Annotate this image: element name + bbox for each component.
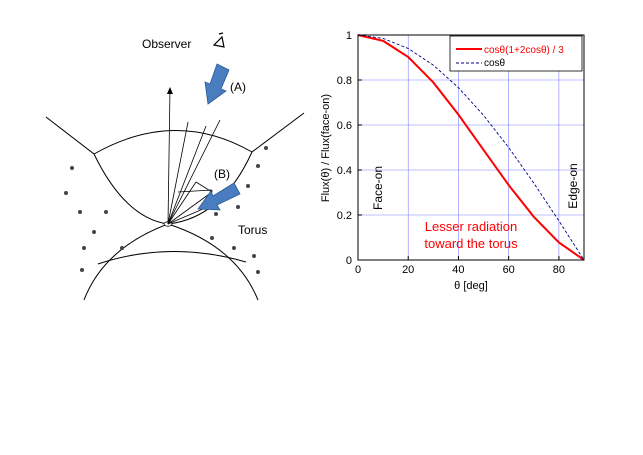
y-tick-label: 0.6 [337, 120, 352, 132]
y-tick-label: 1 [346, 30, 352, 42]
cloud-dot [64, 191, 68, 195]
torus-clouds [64, 146, 268, 274]
lower-cone-rim [97, 250, 247, 265]
y-tick-label: 0.2 [337, 210, 352, 222]
x-tick-labels: 0 20 40 60 80 [355, 264, 565, 276]
series-line-cos [357, 34, 585, 261]
plot-frame [357, 34, 585, 261]
arrow-a-icon [204, 63, 230, 105]
y-tick-label: 0 [346, 255, 352, 267]
cloud-dot [246, 184, 250, 188]
cloud-dot [92, 230, 96, 234]
ray-a3 [167, 119, 221, 225]
upper-bowl-rim [93, 130, 253, 155]
cloud-dot [256, 164, 260, 168]
ray-b-connector2 [177, 189, 213, 193]
y-tick-labels: 0 0.2 0.4 0.6 0.8 1 [337, 30, 352, 267]
lesser-radiation-annotation-line2: toward the torus [424, 236, 518, 251]
x-tick-label: 60 [503, 264, 515, 276]
cloud-dot [104, 210, 108, 214]
torus-diagram: Observer (A) (B) Torus [45, 32, 305, 301]
x-axis-label: θ [deg] [454, 280, 488, 292]
arrow-b-label: (B) [214, 167, 230, 181]
chart-legend: cosθ(1+2cosθ) / 3 cosθ [449, 35, 583, 72]
x-tick-label: 80 [553, 264, 565, 276]
legend-box [449, 35, 583, 72]
y-tick-label: 0.8 [337, 75, 352, 87]
eye-icon [212, 32, 225, 48]
cloud-dot [78, 210, 82, 214]
ray-a2 [167, 125, 207, 225]
cloud-dot [210, 236, 214, 240]
ray-b1 [167, 181, 197, 225]
upper-bowl-outline [45, 112, 305, 225]
cloud-dot [232, 246, 236, 250]
legend-label-cos-weighted: cosθ(1+2cosθ) / 3 [484, 45, 564, 56]
y-tick-label: 0.4 [337, 165, 352, 177]
lower-cone-outline [83, 223, 259, 301]
x-tick-label: 40 [452, 264, 464, 276]
ray-b2 [167, 191, 213, 225]
cloud-dot [236, 205, 240, 209]
cloud-dot [264, 146, 268, 150]
x-tick-label: 20 [402, 264, 414, 276]
y-axis-label: Flux(θ) / Flux(face-on) [320, 94, 332, 202]
plot-area [358, 35, 584, 260]
cloud-dot [80, 268, 84, 272]
arrow-b-icon [197, 182, 241, 211]
cloud-dot [70, 166, 74, 170]
torus-label: Torus [238, 223, 267, 237]
cloud-dot [120, 246, 124, 250]
axis-ticks [357, 34, 560, 261]
face-on-annotation: Face-on [371, 166, 385, 210]
x-tick-label: 0 [355, 264, 361, 276]
ray-a1 [167, 121, 189, 225]
series-line-cos-weighted [357, 34, 585, 261]
lesser-radiation-annotation: Lesser radiation [425, 219, 518, 234]
arrow-a-label: (A) [230, 80, 246, 94]
flux-chart: 0 20 40 60 80 0 0.2 0.4 0.6 0.8 1 θ [deg… [320, 30, 585, 292]
legend-label-cos: cosθ [484, 58, 506, 69]
cloud-dot [82, 246, 86, 250]
edge-on-annotation: Edge-on [566, 163, 580, 208]
ray-vertical [166, 87, 173, 225]
cloud-dot [252, 254, 256, 258]
observer-label: Observer [142, 37, 191, 51]
cloud-dot [214, 212, 218, 216]
cloud-dot [256, 270, 260, 274]
